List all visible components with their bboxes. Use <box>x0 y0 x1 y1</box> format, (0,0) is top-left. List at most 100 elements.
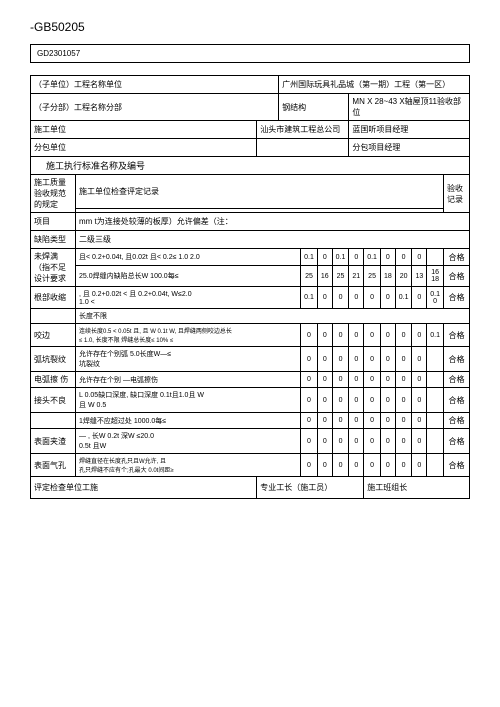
record-label: 验收记录 <box>444 175 470 213</box>
row-result2-0: 合格 <box>444 266 470 287</box>
row-result-8: 合格 <box>444 454 470 477</box>
row-data-0-2: 0.1 <box>332 249 349 266</box>
row-result-3: 合格 <box>444 347 470 372</box>
row-data-1-0: 0.1 <box>301 287 318 309</box>
row-data-2-1: 0 <box>317 324 332 347</box>
row-spec2-0: 25.0焊缝内缺陷总长W 100.0每≤ <box>76 266 301 287</box>
row-data-3-3: 0 <box>349 347 364 372</box>
row-data-8-4: 0 <box>364 454 381 477</box>
row-data-0-7: 0 <box>412 249 427 266</box>
row-data-1-3: 0 <box>349 287 364 309</box>
row-data-0-3: 0 <box>349 249 364 266</box>
row-data-0-0: 0.1 <box>301 249 318 266</box>
row-name-5: 接头不良 <box>31 388 76 413</box>
row-data-6-8 <box>427 413 444 429</box>
row-data2-0-7: 13 <box>412 266 427 287</box>
row-data-1-5: 0 <box>380 287 395 309</box>
subcontractor-value <box>257 139 349 157</box>
defect-type-value: 二级三级 <box>76 231 470 249</box>
row-spec-4: 允许存在个别 —电弧擦伤 <box>76 372 301 388</box>
page-title: -GB50205 <box>30 20 470 34</box>
row-data-6-1: 0 <box>317 413 332 429</box>
sub-unit-label: （子单位）工程名称单位 <box>31 76 279 94</box>
row-data-8-6: 0 <box>395 454 412 477</box>
row-data-3-2: 0 <box>332 347 349 372</box>
row-data-4-5: 0 <box>380 372 395 388</box>
row-data-5-3: 0 <box>349 388 364 413</box>
row-data-8-1: 0 <box>317 454 332 477</box>
row-data-6-6: 0 <box>395 413 412 429</box>
row-data-3-5: 0 <box>380 347 395 372</box>
eval-unit-label: 评定检查单位工施 <box>31 477 257 499</box>
constructor-label: 施工单位 <box>31 121 257 139</box>
row-data-6-5: 0 <box>380 413 395 429</box>
row-data-7-3: 0 <box>349 429 364 454</box>
row-data-7-1: 0 <box>317 429 332 454</box>
constructor-value: 汕头市建筑工程总公司 <box>257 121 349 139</box>
row-data-2-4: 0 <box>364 324 381 347</box>
row-data-8-0: 0 <box>301 454 318 477</box>
row-data-0-6: 0 <box>395 249 412 266</box>
row-name-4: 电弧擦 伤 <box>31 372 76 388</box>
row-spec-5: L 0.05缺口深度, 缺口深度 0.1t且1.0且 W 且 W 0.5 <box>76 388 301 413</box>
item-label: 项目 <box>31 213 76 231</box>
row-spec2-1: 长度不限 <box>76 309 470 324</box>
pm-value: 蓝国听项目经理 <box>349 121 470 139</box>
row-data-2-3: 0 <box>349 324 364 347</box>
row-data-8-2: 0 <box>332 454 349 477</box>
row-data-3-0: 0 <box>301 347 318 372</box>
row-data-3-4: 0 <box>364 347 381 372</box>
row-data2-0-6: 20 <box>395 266 412 287</box>
row-data-6-2: 0 <box>332 413 349 429</box>
row-data-3-6: 0 <box>395 347 412 372</box>
row-name-6 <box>31 413 76 429</box>
row-name-1: 根部收缩 <box>31 287 76 309</box>
row-result-2: 合格 <box>444 324 470 347</box>
row-data-2-8: 0.1 <box>427 324 444 347</box>
row-data-1-8: 0.1 0 <box>427 287 444 309</box>
row-data-7-5: 0 <box>380 429 395 454</box>
row-spec-6: 1焊缝不应超过处 1000.0每≤ <box>76 413 301 429</box>
row-data-7-8 <box>427 429 444 454</box>
row-data-1-1: 0 <box>317 287 332 309</box>
row-data-3-8 <box>427 347 444 372</box>
row-data2-0-4: 25 <box>364 266 381 287</box>
doc-code: GD2301057 <box>30 44 470 63</box>
defect-type-label: 缺陷类型 <box>31 231 76 249</box>
row-data-5-1: 0 <box>317 388 332 413</box>
row-spec-2: 连续长度0.5 < 0.05t 且, 且 W 0.1t W, 且焊缝两侧咬边总长… <box>76 324 301 347</box>
row-data-4-1: 0 <box>317 372 332 388</box>
row-data-1-7: 0 <box>412 287 427 309</box>
row-data-4-7: 0 <box>412 372 427 388</box>
row-data2-0-5: 18 <box>380 266 395 287</box>
row-name-3: 弧坑裂纹 <box>31 347 76 372</box>
sub-pm-label: 分包项目经理 <box>349 139 470 157</box>
row-name-8: 表面气孔 <box>31 454 76 477</box>
row-data-1-4: 0 <box>364 287 381 309</box>
row-spec-7: — , 长W 0.2t 深W ≤20.0 0.5t 且W <box>76 429 301 454</box>
row-result-5: 合格 <box>444 388 470 413</box>
row-data-4-2: 0 <box>332 372 349 388</box>
row-data-8-8 <box>427 454 444 477</box>
row-data-2-0: 0 <box>301 324 318 347</box>
row-data-7-0: 0 <box>301 429 318 454</box>
std-label: 施工执行标准名称及编号 <box>31 157 470 175</box>
row-data-4-0: 0 <box>301 372 318 388</box>
row-data-6-3: 0 <box>349 413 364 429</box>
row-data-4-3: 0 <box>349 372 364 388</box>
row-data2-0-3: 21 <box>349 266 364 287</box>
row-data-7-6: 0 <box>395 429 412 454</box>
row-empty-1 <box>31 309 76 324</box>
row-data-5-7: 0 <box>412 388 427 413</box>
row-data-1-2: 0 <box>332 287 349 309</box>
main-table: （子单位）工程名称单位 广州国际玩具礼品城（第一期）工程（第一区） （子分部）工… <box>30 75 470 499</box>
subcontractor-label: 分包单位 <box>31 139 257 157</box>
row-data-7-7: 0 <box>412 429 427 454</box>
row-data2-0-8: 16 18 <box>427 266 444 287</box>
row-data-6-7: 0 <box>412 413 427 429</box>
row-data-0-4: 0.1 <box>364 249 381 266</box>
foreman-label: 专业工长（施工员） <box>257 477 364 499</box>
row-data-5-5: 0 <box>380 388 395 413</box>
row-data-2-5: 0 <box>380 324 395 347</box>
row-data-5-4: 0 <box>364 388 381 413</box>
